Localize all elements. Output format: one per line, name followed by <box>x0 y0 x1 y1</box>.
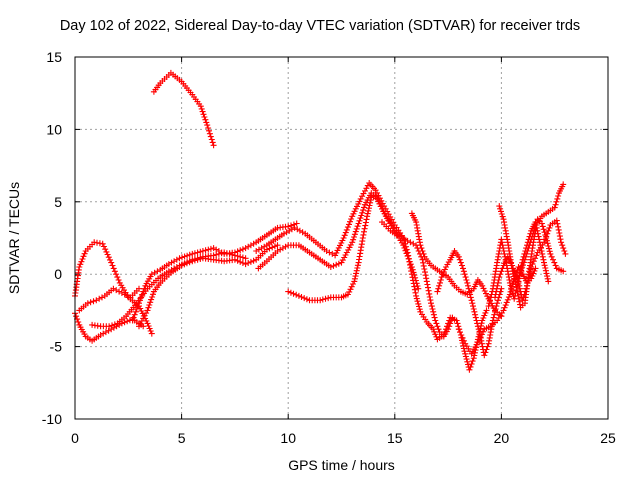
y-tick-label: 15 <box>46 49 62 65</box>
data-point-markers <box>379 219 456 340</box>
data-point-markers <box>400 235 490 373</box>
data-series-arc-14 <box>434 248 505 359</box>
data-series-arc-6 <box>129 220 300 324</box>
data-series-arc-9 <box>253 180 409 259</box>
chart-title: Day 102 of 2022, Sidereal Day-to-day VTE… <box>59 18 581 34</box>
y-tick-label: -10 <box>42 411 62 427</box>
x-tick-label: 20 <box>494 430 510 446</box>
y-tick-label: -5 <box>50 339 63 355</box>
y-tick-label: 10 <box>46 121 62 137</box>
plot-frame <box>74 56 609 420</box>
data-point-markers <box>150 69 217 149</box>
data-series-arc-19 <box>515 181 567 282</box>
data-points <box>72 69 569 373</box>
x-tick-label: 15 <box>387 430 403 446</box>
axis-ticks: 0 5 10 15 20 25 -10 -5 0 5 10 15 <box>42 49 616 446</box>
x-tick-label: 10 <box>280 430 296 446</box>
data-point-markers <box>434 248 505 359</box>
x-tick-label: 25 <box>600 430 616 446</box>
data-series-arc-5 <box>76 285 142 314</box>
data-point-markers <box>515 181 567 282</box>
x-tick-label: 0 <box>71 430 79 446</box>
x-tick-label: 5 <box>178 430 186 446</box>
data-series-arc-1 <box>150 69 217 149</box>
data-series-arc-12 <box>400 235 490 373</box>
data-point-markers <box>129 220 300 324</box>
data-series-arc-11 <box>379 219 456 340</box>
x-axis-label: GPS time / hours <box>288 457 395 473</box>
y-tick-label: 0 <box>54 266 62 282</box>
data-point-markers <box>136 242 281 330</box>
data-point-markers <box>496 203 567 311</box>
data-series-arc-7 <box>136 242 281 330</box>
data-point-markers <box>253 180 409 259</box>
data-series-arc-18 <box>496 203 567 311</box>
y-tick-label: 5 <box>54 194 62 210</box>
data-point-markers <box>76 285 142 314</box>
grid-lines <box>75 57 608 419</box>
